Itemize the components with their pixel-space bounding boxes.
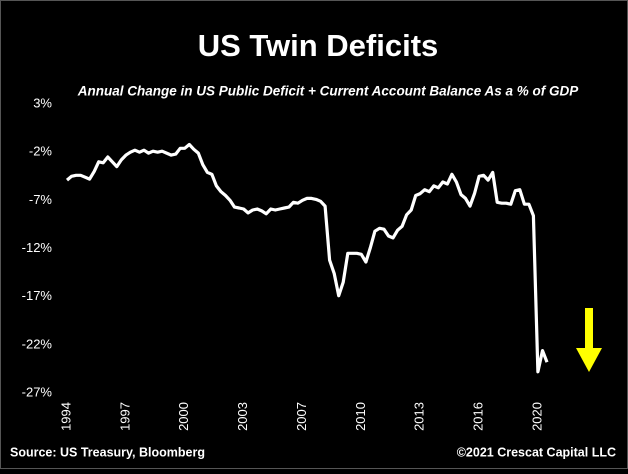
y-tick-label: -2% bbox=[29, 144, 53, 159]
y-tick-label: -22% bbox=[22, 336, 53, 351]
x-tick-label: 2010 bbox=[353, 402, 368, 431]
chart-subtitle: Annual Change in US Public Deficit + Cur… bbox=[77, 84, 579, 99]
chart-title: US Twin Deficits bbox=[198, 28, 439, 63]
y-tick-label: -27% bbox=[22, 384, 53, 399]
x-tick-label: 1994 bbox=[58, 402, 73, 431]
data-line bbox=[65, 142, 549, 374]
x-tick-label: 2007 bbox=[294, 402, 309, 431]
x-tick-label: 2020 bbox=[529, 402, 544, 431]
x-tick-label: 2013 bbox=[412, 402, 427, 431]
down-arrow bbox=[576, 308, 602, 372]
y-tick-label: 3% bbox=[33, 95, 52, 110]
source: Source: US Treasury, Bloomberg bbox=[10, 445, 205, 459]
x-tick-label: 1997 bbox=[117, 402, 132, 431]
y-tick-label: -7% bbox=[29, 192, 53, 207]
x-tick-label: 2016 bbox=[471, 402, 486, 431]
y-tick-label: -17% bbox=[22, 288, 53, 303]
x-tick-label: 2003 bbox=[235, 402, 250, 431]
x-tick-label: 2000 bbox=[176, 402, 191, 431]
y-tick-label: -12% bbox=[22, 240, 53, 255]
credit: ©2021 Crescat Capital LLC bbox=[457, 445, 616, 459]
